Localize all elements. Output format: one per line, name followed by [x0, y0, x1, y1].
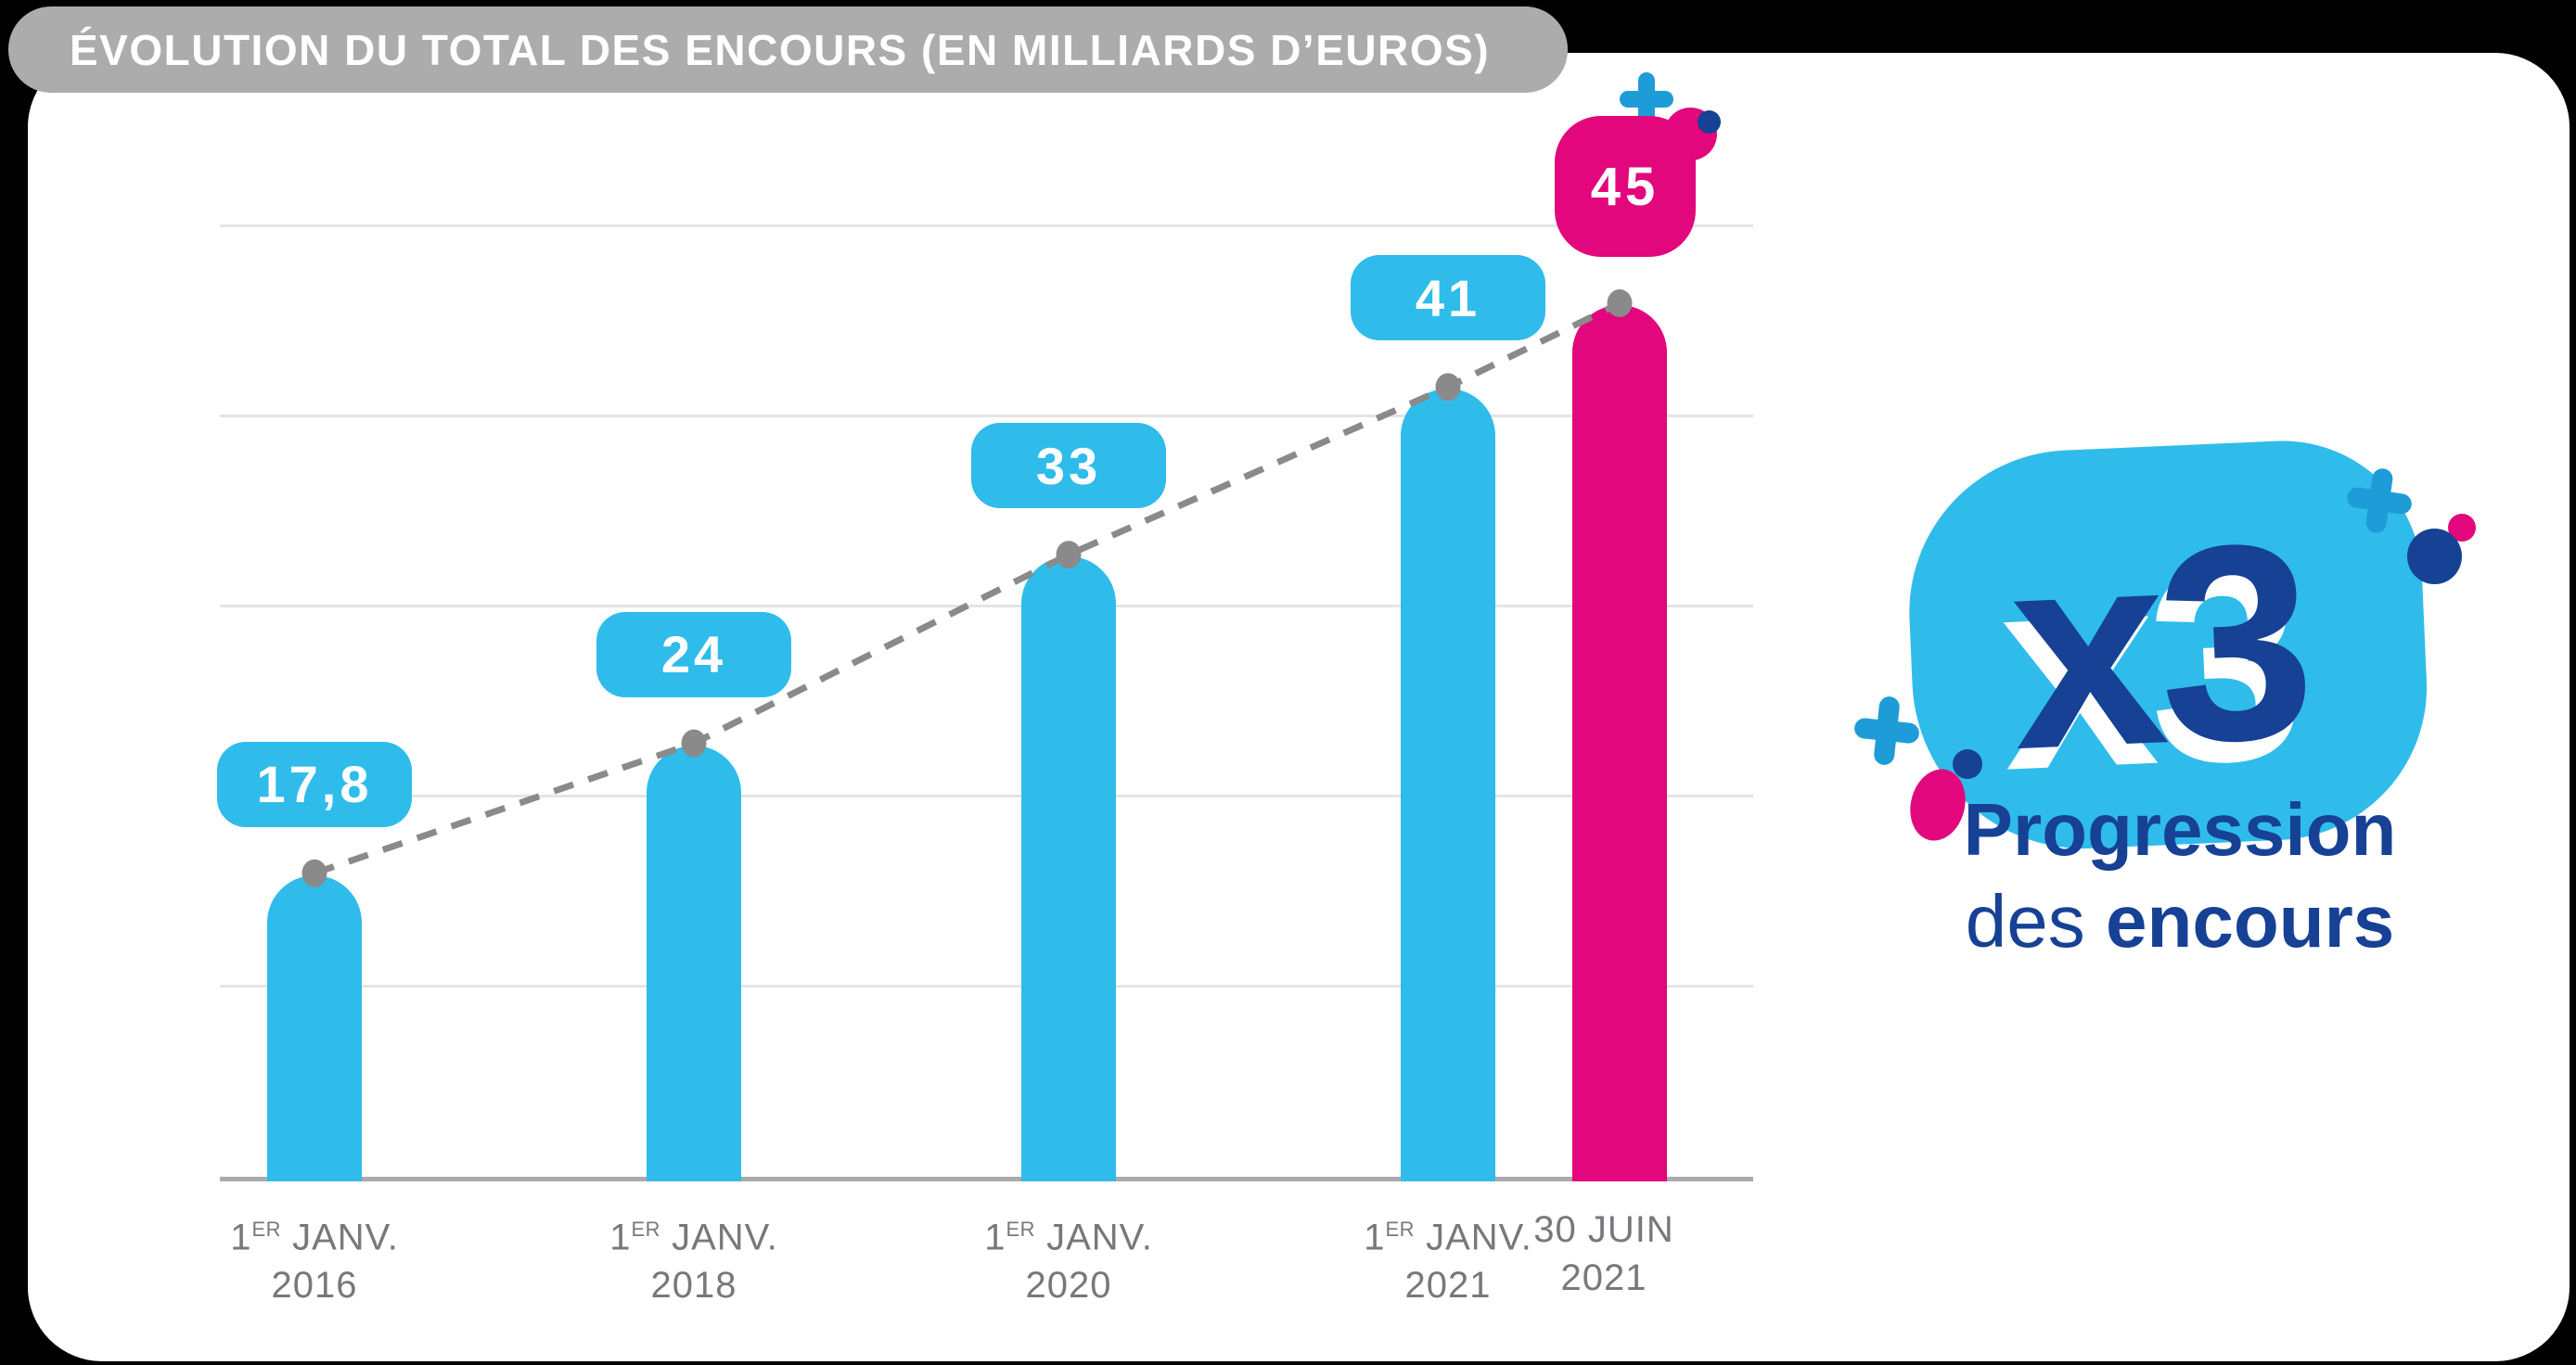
- navy-dot-icon: [1698, 110, 1721, 134]
- gridline: [220, 605, 1753, 607]
- bar-2-2020: [1021, 556, 1116, 1181]
- x-axis-label-4: 30 JUIN 2021: [1533, 1209, 1674, 1298]
- value-badge-highlight-text: 45: [1590, 156, 1660, 217]
- value-badge-highlight: 45: [1555, 108, 1717, 257]
- x-axis-label-2: 1ER JANV. 2020: [984, 1217, 1153, 1307]
- x-axis-label-1: 1ER JANV. 2018: [609, 1217, 778, 1307]
- bar-3-2021: [1401, 389, 1495, 1181]
- plus-icon: [1851, 694, 1922, 769]
- caption-line1: Progression: [1963, 788, 2397, 871]
- x-axis-label-0: 1ER JANV. 2016: [230, 1217, 399, 1307]
- gridline: [220, 985, 1753, 988]
- gridline: [220, 224, 1753, 227]
- caption-word-des: des: [1965, 880, 2085, 963]
- navy-dot-icon: [1953, 749, 1982, 779]
- plus-icon: [1620, 72, 1673, 126]
- value-badge-0: 17,8: [217, 741, 412, 827]
- caption-word-encours: encours: [2106, 880, 2395, 963]
- value-badge-3: 41: [1351, 255, 1545, 341]
- bar-0-2016: [267, 874, 362, 1181]
- navy-dot-icon: [2407, 529, 2462, 584]
- x-axis-label-3: 1ER JANV. 2021: [1364, 1217, 1532, 1307]
- plus-icon: [2342, 464, 2416, 537]
- gridline: [220, 795, 1753, 797]
- title-badge: ÉVOLUTION DU TOTAL DES ENCOURS (EN MILLI…: [8, 6, 1568, 93]
- value-badge-2: 33: [971, 423, 1166, 509]
- page-title: ÉVOLUTION DU TOTAL DES ENCOURS (EN MILLI…: [70, 25, 1491, 74]
- bar-1-2018: [647, 745, 741, 1181]
- gridline: [220, 415, 1753, 417]
- caption-line2: des encours: [1883, 875, 2477, 967]
- multiplier-value: x3: [2004, 483, 2313, 809]
- bar-4-2021: [1572, 305, 1667, 1181]
- x-axis-line: [220, 1177, 1753, 1181]
- value-badge-1: 24: [596, 611, 791, 697]
- caption: Progression des encours: [1883, 784, 2477, 967]
